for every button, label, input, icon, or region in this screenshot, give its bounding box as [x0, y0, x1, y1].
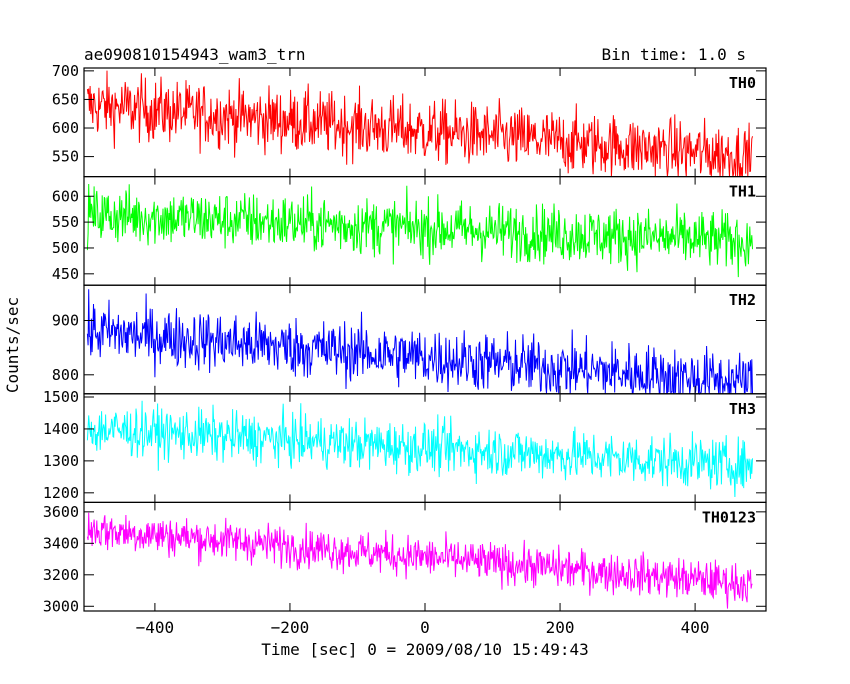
x-tick-label: 0 [420, 618, 430, 637]
series-line-th3 [86, 400, 753, 498]
series-line-th0123 [86, 512, 753, 609]
x-axis-label: Time [sec] 0 = 2009/08/10 15:49:43 [261, 640, 589, 659]
y-tick-label: 1400 [43, 420, 79, 438]
panel-label-th0123: TH0123 [702, 508, 756, 526]
y-tick-label: 1500 [43, 388, 79, 406]
y-tick-label: 550 [52, 213, 79, 231]
y-tick-label: 650 [52, 90, 79, 108]
panel-label-th1: TH1 [729, 183, 756, 201]
panel-label-th0: TH0 [729, 74, 756, 92]
series-line-th0 [86, 70, 753, 177]
x-tick-label: 200 [546, 618, 575, 637]
y-tick-label: 1200 [43, 484, 79, 502]
y-tick-label: 3200 [43, 566, 79, 584]
bin-time-label: Bin time: 1.0 s [602, 45, 747, 64]
y-tick-label: 3000 [43, 597, 79, 615]
y-tick-label: 500 [52, 239, 79, 257]
series-line-th1 [86, 183, 753, 278]
panel-label-th3: TH3 [729, 400, 756, 418]
y-tick-label: 900 [52, 311, 79, 329]
panel-label-th2: TH2 [729, 291, 756, 309]
y-tick-label: 450 [52, 265, 79, 283]
y-axis-label: Counts/sec [3, 297, 22, 393]
x-tick-label: 400 [681, 618, 710, 637]
chart-title: ae090810154943_wam3_trn [84, 45, 306, 64]
y-tick-label: 800 [52, 366, 79, 384]
panels-group: 550 600 650 700 TH0 450 500 550 600 TH1 800 900 TH2 1… [43, 62, 767, 637]
y-tick-label: 600 [52, 187, 79, 205]
x-tick-label: −400 [136, 618, 175, 637]
series-line-th2 [86, 289, 753, 395]
y-tick-label: 700 [52, 62, 79, 80]
y-tick-label: 550 [52, 148, 79, 166]
x-tick-label: −200 [271, 618, 310, 637]
y-tick-label: 3400 [43, 534, 79, 552]
y-tick-label: 3600 [43, 503, 79, 521]
y-tick-label: 1300 [43, 452, 79, 470]
y-tick-label: 600 [52, 119, 79, 137]
